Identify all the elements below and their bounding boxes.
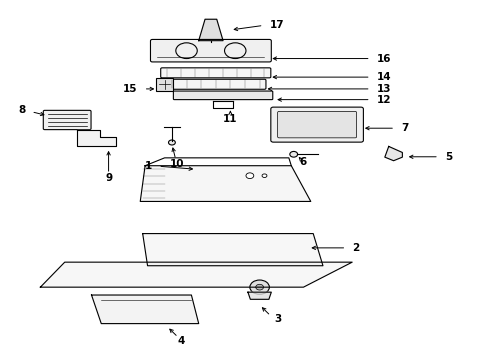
Text: 8: 8 [19,105,26,115]
Polygon shape [40,262,352,287]
Text: 3: 3 [274,314,281,324]
Text: 6: 6 [300,157,307,167]
FancyBboxPatch shape [166,79,266,89]
Polygon shape [143,234,323,266]
Text: 5: 5 [445,152,452,162]
FancyBboxPatch shape [271,107,364,142]
Text: 10: 10 [170,159,184,169]
FancyBboxPatch shape [150,40,271,62]
Circle shape [262,174,267,177]
Polygon shape [248,292,271,299]
Text: 14: 14 [376,72,391,82]
Circle shape [290,152,297,157]
Polygon shape [385,147,402,161]
Bar [156,78,173,91]
Polygon shape [77,130,116,146]
Circle shape [256,284,264,290]
Text: 15: 15 [123,84,138,94]
Circle shape [250,280,270,294]
Circle shape [246,173,254,179]
Text: 13: 13 [376,84,391,94]
Text: 12: 12 [376,95,391,105]
Text: 9: 9 [105,173,112,183]
FancyBboxPatch shape [43,111,91,130]
Text: 2: 2 [352,243,360,253]
Circle shape [169,140,175,145]
FancyBboxPatch shape [173,91,273,100]
Text: 16: 16 [376,54,391,64]
FancyBboxPatch shape [161,68,271,78]
Text: 17: 17 [270,19,284,30]
FancyBboxPatch shape [278,111,357,138]
Text: 11: 11 [223,114,238,124]
Text: 7: 7 [401,123,408,133]
Text: 4: 4 [178,336,185,346]
Polygon shape [140,166,311,202]
Polygon shape [92,295,199,324]
Text: 1: 1 [145,161,152,171]
Polygon shape [199,19,223,41]
